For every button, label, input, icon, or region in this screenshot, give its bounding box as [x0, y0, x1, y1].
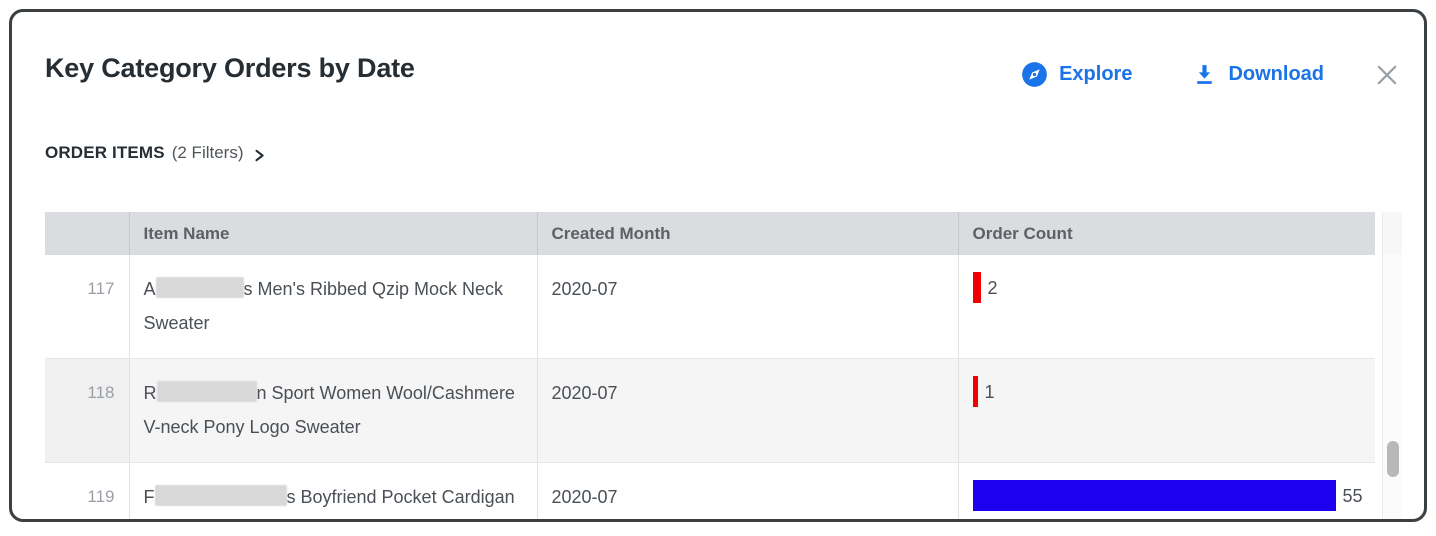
cell-created-month[interactable]: 2020-07 [537, 255, 959, 359]
cell-item-name[interactable]: Fs Boyfriend Pocket Cardigan Shrug Sweat… [129, 462, 538, 519]
column-header-index[interactable] [45, 212, 130, 255]
explore-label: Explore [1059, 63, 1133, 85]
redacted-text-block [154, 485, 287, 506]
explore-button[interactable]: Explore [1015, 59, 1138, 90]
explore-source-link[interactable]: ORDER ITEMS (2 Filters) [45, 143, 266, 163]
scrollbar-header-gap [1382, 212, 1402, 255]
order-count-bar [972, 272, 981, 303]
cell-order-count[interactable]: 55 [958, 462, 1375, 519]
filter-count-label: (2 Filters) [171, 143, 244, 162]
cell-order-count[interactable]: 2 [958, 255, 1375, 359]
row-index: 119 [45, 462, 130, 519]
item-name-suffix: n Sport Women Wool/Cashmere V-neck Pony … [143, 383, 515, 437]
header-actions: Explore Download [1015, 59, 1400, 90]
item-name-suffix: s Boyfriend Pocket Cardigan Shrug Sweate… [286, 487, 515, 507]
explore-name: ORDER ITEMS [45, 143, 165, 162]
item-name-prefix: A [143, 279, 156, 299]
column-header-item-name[interactable]: Item Name [129, 212, 538, 255]
redacted-text-block [156, 381, 257, 402]
cell-order-count[interactable]: 1 [958, 358, 1375, 463]
row-index: 118 [45, 358, 130, 463]
download-button[interactable]: Download [1186, 60, 1330, 89]
tile-panel: Key Category Orders by Date Explore [12, 12, 1424, 519]
redacted-text-block [155, 277, 244, 298]
results-table: Item Name Created Month Order Count 117 A… [45, 212, 1393, 519]
download-label: Download [1228, 63, 1324, 85]
table-header-row: Item Name Created Month Order Count [45, 212, 1375, 255]
close-icon[interactable] [1374, 62, 1400, 88]
cell-created-month[interactable]: 2020-07 [537, 462, 959, 519]
row-index: 117 [45, 255, 130, 359]
page-title: Key Category Orders by Date [45, 53, 415, 83]
compass-icon [1021, 61, 1048, 88]
order-count-bar [972, 376, 978, 407]
download-icon [1192, 62, 1217, 87]
order-count-bar [972, 480, 1336, 511]
item-name-prefix: R [143, 383, 157, 403]
item-name-prefix: F [143, 487, 155, 507]
order-items-table: Item Name Created Month Order Count 117 A… [45, 212, 1375, 519]
dashboard-tile-window: Key Category Orders by Date Explore [9, 9, 1427, 522]
order-count-value: 1 [984, 381, 995, 402]
vertical-scrollbar-track[interactable] [1382, 255, 1402, 519]
cell-created-month[interactable]: 2020-07 [537, 358, 959, 463]
column-header-order-count[interactable]: Order Count [958, 212, 1375, 255]
vertical-scrollbar-thumb[interactable] [1387, 441, 1399, 477]
order-count-bar-cell: 1 [972, 376, 1362, 407]
order-count-bar-cell: 2 [972, 272, 1362, 303]
order-count-value: 2 [987, 277, 998, 298]
item-name-suffix: s Men's Ribbed Qzip Mock Neck Sweater [143, 279, 504, 333]
chevron-right-icon [254, 147, 266, 162]
order-count-value: 55 [1342, 485, 1363, 506]
order-count-bar-cell: 55 [972, 480, 1363, 511]
column-header-created-month[interactable]: Created Month [537, 212, 959, 255]
